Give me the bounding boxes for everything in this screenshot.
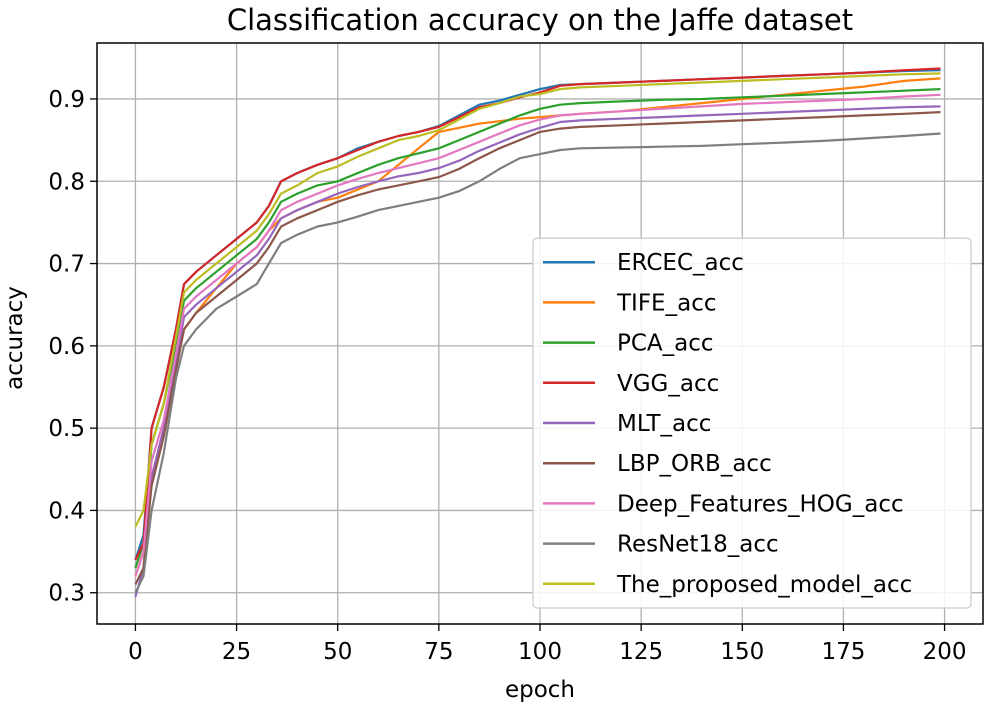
legend-label: Deep_Features_HOG_acc <box>617 491 904 517</box>
legend-label: ResNet18_acc <box>617 532 779 558</box>
legend-label: VGG_acc <box>617 371 719 397</box>
series-line-deep-features-hog-acc <box>134 93 941 577</box>
legend-label: ERCEC_acc <box>617 250 744 276</box>
y-tick-label: 0.4 <box>48 498 85 524</box>
y-tick-label: 0.7 <box>48 252 85 278</box>
legend-item-pca-acc: PCA_acc <box>543 331 714 357</box>
x-tick-label: 100 <box>518 639 562 665</box>
legend-item-the-proposed-model-acc: The_proposed_model_acc <box>543 572 912 598</box>
legend-item-vgg-acc: VGG_acc <box>543 371 719 397</box>
x-axis: 0 25 50 75 100 125 150 175 200 <box>128 624 967 665</box>
y-axis-label: accuracy <box>2 286 28 390</box>
x-tick-label: 50 <box>323 639 352 665</box>
series-line-pca-acc <box>134 88 941 569</box>
y-tick-label: 0.6 <box>48 334 85 360</box>
series-line-the-proposed-model-acc <box>134 72 941 528</box>
series-line-vgg-acc <box>134 67 941 561</box>
legend-item-lbp-orb-acc: LBP_ORB_acc <box>543 451 772 477</box>
legend-item-mlt-acc: MLT_acc <box>543 411 711 437</box>
y-axis: 0.3 0.4 0.5 0.6 0.7 0.8 0.9 <box>48 87 97 607</box>
series-line-resnet18-acc <box>134 132 941 594</box>
y-tick-label: 0.5 <box>48 416 85 442</box>
legend-item-deep-features-hog-acc: Deep_Features_HOG_acc <box>543 491 904 517</box>
legend-label: LBP_ORB_acc <box>617 451 772 477</box>
legend-item-tife-acc: TIFE_acc <box>543 290 716 316</box>
x-tick-label: 175 <box>821 639 865 665</box>
legend-label: PCA_acc <box>617 331 714 357</box>
legend: ERCEC_acc TIFE_acc PCA_acc VGG_acc MLT_acc LB… <box>532 237 972 609</box>
series-layer <box>134 67 941 598</box>
x-tick-label: 0 <box>128 639 143 665</box>
series-line-lbp-orb-acc <box>134 111 941 585</box>
legend-item-ercec-acc: ERCEC_acc <box>543 250 744 276</box>
x-tick-label: 200 <box>923 639 967 665</box>
x-tick-label: 25 <box>222 639 251 665</box>
legend-label: The_proposed_model_acc <box>616 572 912 598</box>
x-tick-label: 150 <box>720 639 764 665</box>
x-tick-label: 75 <box>424 639 453 665</box>
x-axis-label: epoch <box>505 677 575 703</box>
legend-label: MLT_acc <box>617 411 711 437</box>
legend-box <box>532 237 972 609</box>
y-tick-label: 0.3 <box>48 581 85 607</box>
y-tick-label: 0.9 <box>48 87 85 113</box>
y-tick-label: 0.8 <box>48 169 85 195</box>
legend-item-resnet18-acc: ResNet18_acc <box>543 532 779 558</box>
chart-title: Classification accuracy on the Jaffe dat… <box>227 3 853 37</box>
x-tick-label: 125 <box>619 639 663 665</box>
series-line-mlt-acc <box>134 105 941 598</box>
legend-label: TIFE_acc <box>616 290 716 316</box>
